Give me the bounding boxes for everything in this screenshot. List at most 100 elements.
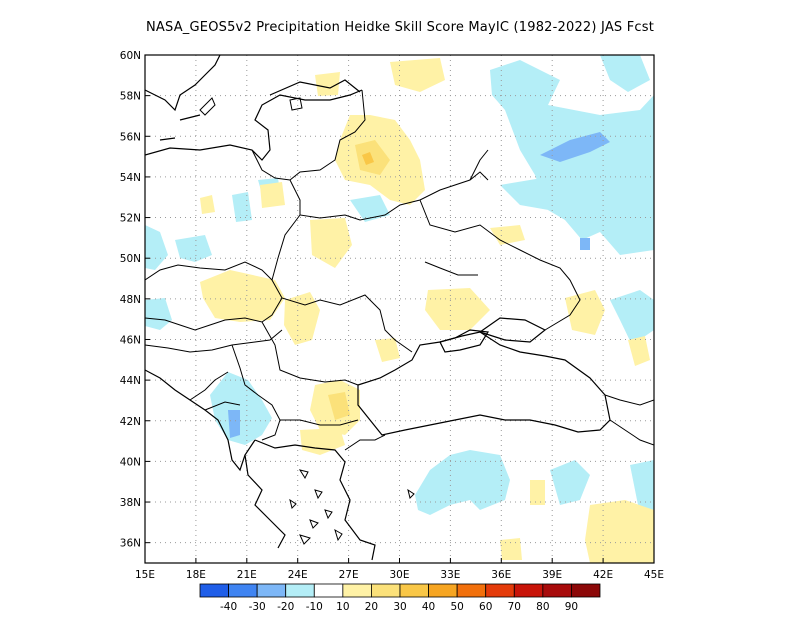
region-ukraine-center: [310, 218, 352, 268]
x-axis: 15E 18E 21E 24E 27E 30E 33E 36E 39E 42E 45E: [135, 558, 664, 581]
colorbar-swatch: [513, 583, 544, 598]
y-axis: 36N 38N 40N 42N 44N 46N 48N 50N 52N 54N 56N 58N 60N: [120, 50, 150, 550]
x-tick-label: 18E: [186, 569, 206, 581]
colorbar-swatch: [371, 583, 401, 598]
x-tick-label: 42E: [593, 569, 613, 581]
colorbar-label: -20: [277, 601, 294, 613]
region-bulgaria-south: [300, 428, 345, 455]
x-tick-label: 21E: [237, 569, 257, 581]
region-east-edge: [630, 460, 654, 520]
colorbar-swatch: [399, 583, 429, 598]
aegean-coast: [244, 439, 376, 561]
x-tick-label: 39E: [542, 569, 562, 581]
crimea-coast: [439, 329, 490, 353]
y-tick-label: 42N: [120, 416, 141, 428]
colorbar-label: 70: [508, 601, 521, 613]
colorbar: [199, 583, 601, 598]
colorbar-label: 10: [336, 601, 349, 613]
region-belarus-center: [362, 152, 374, 165]
region-anatolia-east: [550, 460, 590, 505]
gulf-of-finland: [269, 79, 361, 96]
region-adriatic-core: [228, 410, 240, 438]
y-tick-label: 58N: [120, 91, 141, 103]
colorbar-label: -40: [220, 601, 237, 613]
colorbar-swatch: [285, 583, 315, 598]
region-poland-south: [175, 235, 212, 262]
azov-volga-rivers: [424, 149, 489, 276]
colorbar-swatch: [428, 583, 458, 598]
scandinavia-coast: [145, 55, 221, 141]
colorbar-swatch: [313, 583, 344, 598]
x-tick-label: 15E: [135, 569, 155, 581]
y-tick-label: 46N: [120, 334, 141, 346]
region-dnieper: [425, 288, 490, 330]
region-moldova: [284, 292, 320, 345]
aegean-islands: [289, 469, 415, 545]
region-poland-west: [232, 192, 252, 222]
colorbar-swatch: [228, 583, 258, 598]
y-tick-label: 48N: [120, 294, 141, 306]
region-ukraine-west: [200, 270, 285, 322]
skill-shading: [145, 55, 654, 563]
region-georgia: [628, 336, 650, 366]
region-russia-east-band: [600, 55, 650, 92]
region-west-edge: [145, 225, 168, 270]
region-russia-south-strip: [500, 175, 578, 212]
y-tick-label: 38N: [120, 497, 141, 509]
colorbar-swatch: [342, 583, 372, 598]
y-tick-label: 40N: [120, 456, 141, 468]
x-tick-label: 33E: [440, 569, 460, 581]
region-greece-small: [260, 182, 285, 208]
region-belarus-north: [315, 72, 340, 96]
region-romania-core: [328, 392, 350, 420]
coastlines-borders: [145, 55, 654, 561]
region-crimea: [375, 338, 400, 362]
colorbar-swatch: [571, 583, 601, 598]
colorbar-label: -30: [249, 601, 266, 613]
colorbar-label: 20: [365, 601, 378, 613]
x-tick-label: 45E: [644, 569, 664, 581]
colorbar-swatch: [199, 583, 229, 598]
baltic-coast: [145, 89, 363, 161]
map-title: NASA_GEOS5v2 Precipitation Heidke Skill …: [146, 20, 654, 35]
colorbar-label: 40: [422, 601, 435, 613]
colorbar-swatch: [542, 583, 572, 598]
y-tick-label: 36N: [120, 538, 141, 550]
colorbar-label: 30: [393, 601, 406, 613]
colorbar-swatch: [485, 583, 515, 598]
region-ukraine-north: [350, 195, 390, 222]
colorbar-labels: -40 -30 -20 -10 10 20 30 40 50 60 70 80 90: [220, 601, 578, 613]
country-borders: [145, 89, 654, 451]
x-tick-label: 36E: [491, 569, 511, 581]
region-balkans: [210, 372, 272, 445]
region-kazakh-strip: [610, 290, 654, 345]
region-belarus-core: [355, 140, 390, 175]
region-don: [565, 290, 605, 335]
y-tick-label: 60N: [120, 50, 141, 62]
y-tick-label: 50N: [120, 253, 141, 265]
colorbar-swatch: [456, 583, 487, 598]
x-tick-label: 27E: [339, 569, 359, 581]
colorbar-label: -10: [306, 601, 323, 613]
colorbar-label: 90: [565, 601, 578, 613]
x-tick-label: 30E: [390, 569, 410, 581]
y-tick-label: 54N: [120, 172, 141, 184]
region-baltic-west: [200, 195, 215, 214]
region-turkey-small-2: [500, 538, 522, 560]
colorbar-label: 80: [536, 601, 549, 613]
adriatic-coast: [145, 369, 246, 472]
x-tick-label: 24E: [288, 569, 308, 581]
black-sea-coast: [357, 331, 611, 436]
colorbar-label: 60: [479, 601, 492, 613]
y-tick-label: 52N: [120, 213, 141, 225]
region-hungary-west: [145, 298, 172, 330]
colorbar-label: 50: [450, 601, 463, 613]
region-turkey-small-1: [530, 480, 545, 505]
y-tick-label: 44N: [120, 375, 141, 387]
y-tick-label: 56N: [120, 131, 141, 143]
colorbar-swatch: [256, 583, 287, 598]
region-volga-small: [490, 225, 525, 245]
region-russia-core: [540, 132, 610, 162]
region-russia-small: [580, 238, 590, 250]
